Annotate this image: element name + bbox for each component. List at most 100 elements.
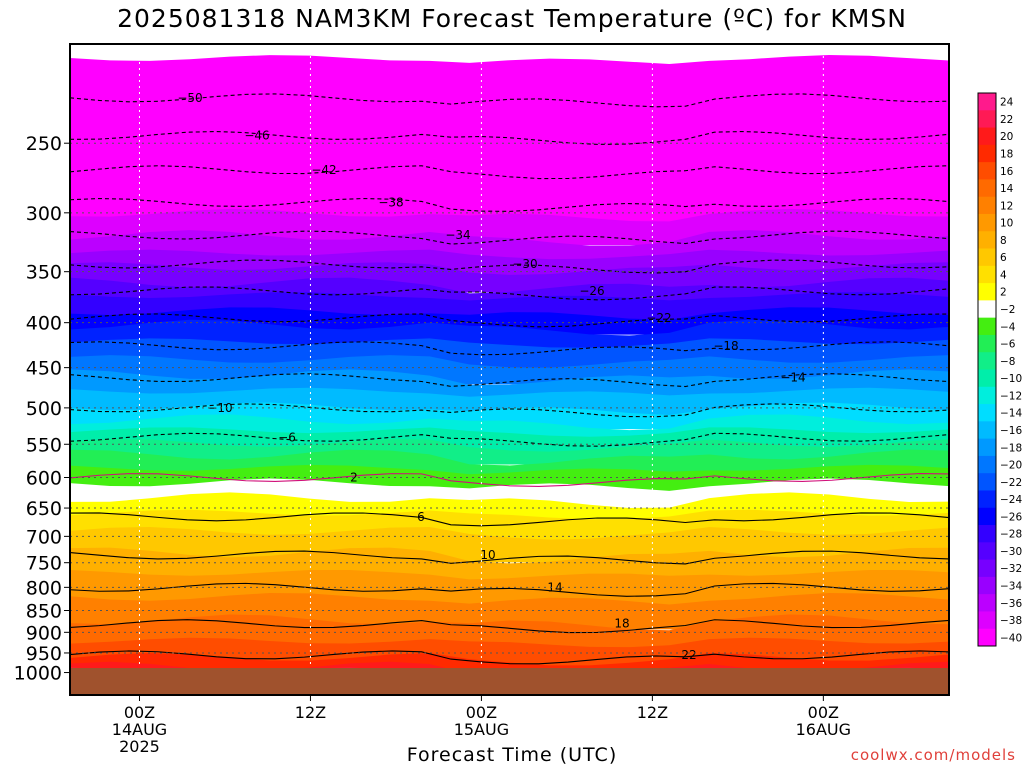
colorbar-label: −6 [1000,339,1016,351]
colorbar-label: −34 [1000,581,1022,593]
colorbar-swatch [978,576,996,595]
contour-line [70,473,949,488]
contour-line [70,230,949,245]
contour-label: −18 [713,339,738,353]
colorbar-swatch [978,421,996,440]
x-tick-label: 15AUG [454,720,509,739]
colorbar-label: −16 [1000,425,1022,437]
y-tick-label: 850 [26,600,62,622]
colorbar-label: 4 [1000,269,1007,281]
colorbar-swatch [978,490,996,509]
colorbar-label: −2 [1000,304,1015,316]
contour-label: −26 [579,284,604,298]
colorbar-swatch [978,110,996,129]
temperature-band [70,55,949,223]
y-tick-label: 550 [26,434,62,456]
colorbar-label: −8 [1000,356,1015,368]
contour-label: −42 [311,163,336,177]
colorbar-label: −14 [1000,408,1022,420]
contour-line [70,512,949,527]
colorbar-label: −32 [1000,563,1022,575]
y-tick-label: 900 [26,622,62,644]
colorbar-label: −18 [1000,442,1022,454]
colorbar-swatch [978,628,996,647]
y-tick-label: 600 [26,467,62,489]
colorbar-label: −28 [1000,529,1022,541]
colorbar-label: −40 [1000,632,1022,644]
colorbar-label: 14 [1000,183,1014,195]
y-tick-label: 250 [26,133,62,155]
contour-label: 22 [681,648,696,662]
contour-label: 6 [417,510,425,524]
colorbar-swatch [978,404,996,422]
x-tick-label: 12Z [637,703,668,722]
colorbar-swatch [978,162,996,180]
colorbar-swatch [978,473,996,491]
colorbar-label: −20 [1000,460,1022,472]
contour-label: 10 [480,548,495,562]
x-tick-label: 14AUG [112,720,167,739]
colorbar-swatch [978,369,996,388]
y-tick-label: 800 [26,577,62,599]
contour-label: −46 [244,128,269,142]
colorbar-swatch [978,594,996,612]
colorbar-label: −36 [1000,598,1022,610]
contour-label: −38 [378,196,403,210]
contour-label: 2 [350,470,358,484]
colorbar-swatch [978,542,996,561]
x-tick-label: 12Z [295,703,326,722]
y-tick-label: 950 [26,643,62,665]
y-tick-label: 750 [26,553,62,575]
colorbar-label: −12 [1000,390,1022,402]
colorbar-swatch [978,525,996,543]
contour-label: −50 [177,91,202,105]
contour-label: 14 [547,580,562,594]
x-tick-label: 2025 [119,737,160,756]
y-tick-label: 450 [26,358,62,380]
colorbar-swatch [978,283,996,301]
contour-label: −30 [512,257,537,271]
contour-line [70,550,949,565]
x-tick-label: 16AUG [796,720,851,739]
colorbar-swatch [978,248,996,267]
colorbar-label: 8 [1000,235,1007,247]
colorbar-swatch [978,231,996,250]
y-tick-label: 400 [26,313,62,335]
contour-line [70,582,949,597]
colorbar-swatch [978,352,996,370]
colorbar-label: −4 [1000,321,1016,333]
credit-link[interactable]: coolwx.com/models [850,746,1016,764]
colorbar-label: 24 [1000,97,1014,109]
colorbar-label: 6 [1000,252,1007,264]
colorbar-label: 18 [1000,148,1013,160]
colorbar-label: −22 [1000,477,1022,489]
contour-label: −6 [278,430,296,444]
y-tick-label: 650 [26,498,62,520]
contour-line [70,619,949,634]
colorbar-swatch [978,93,996,111]
colorbar-swatch [978,265,996,284]
colorbar-swatch [978,300,996,319]
contour-line [70,341,949,356]
plot-frame [69,43,950,696]
colorbar-label: 2 [1000,287,1007,299]
colorbar-label: 12 [1000,200,1013,212]
colorbar-swatch [978,386,996,405]
colorbar-swatch [978,507,996,526]
colorbar-swatch [978,455,996,474]
colorbar-label: 10 [1000,218,1013,230]
colorbar-swatch [978,196,996,215]
colorbar-swatch [978,334,996,353]
contour-line [70,650,949,665]
x-tick-label: 00Z [124,703,155,722]
colorbar-swatch [978,559,996,578]
contour-label: −34 [445,228,470,242]
colorbar-swatch [978,317,996,336]
colorbar-swatch [978,144,996,163]
colorbar-label: −10 [1000,373,1022,385]
colorbar-label: −30 [1000,546,1022,558]
colorbar-swatch [978,127,996,146]
x-axis-label: Forecast Time (UTC) [406,744,618,766]
x-tick-label: 00Z [466,703,497,722]
y-tick-label: 1000 [14,663,62,685]
